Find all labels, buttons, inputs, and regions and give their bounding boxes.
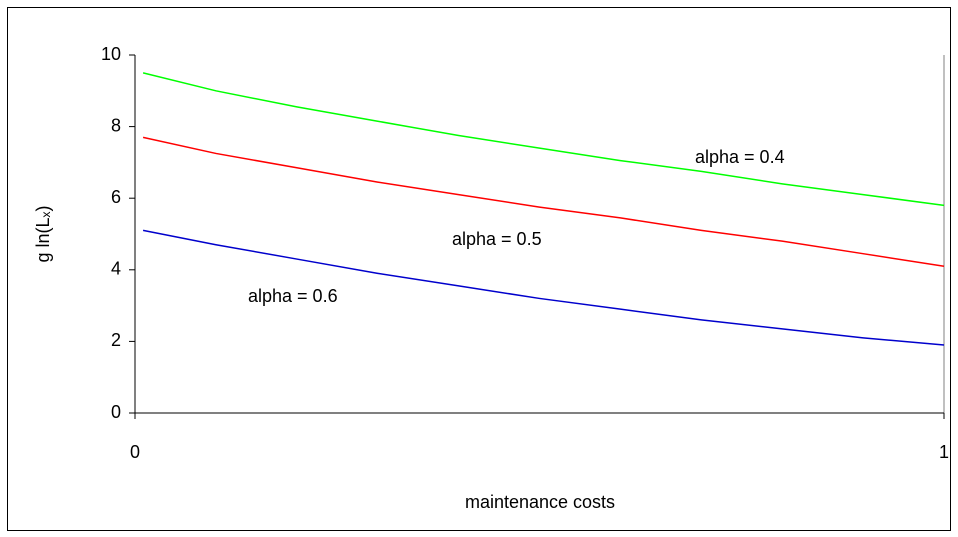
x-tick-label: 1 bbox=[939, 442, 949, 462]
y-tick-label: 2 bbox=[111, 330, 121, 350]
line bbox=[142, 136, 945, 267]
x-tick-label: 0 bbox=[130, 442, 140, 462]
chart-border bbox=[7, 7, 951, 531]
x-axis-label: maintenance costs bbox=[465, 492, 615, 512]
y-axis-label: g ln(Lₓ) bbox=[33, 206, 53, 263]
y-tick-label: 10 bbox=[101, 44, 121, 64]
line-label: alpha = 0.4 bbox=[695, 147, 785, 167]
line bbox=[142, 229, 945, 346]
y-tick-label: 6 bbox=[111, 187, 121, 207]
line bbox=[142, 72, 945, 207]
y-tick-label: 8 bbox=[111, 115, 121, 135]
line-label: alpha = 0.5 bbox=[452, 229, 542, 249]
y-tick-label: 4 bbox=[111, 259, 121, 279]
line-label: alpha = 0.6 bbox=[248, 286, 338, 306]
y-tick-label: 0 bbox=[111, 402, 121, 422]
